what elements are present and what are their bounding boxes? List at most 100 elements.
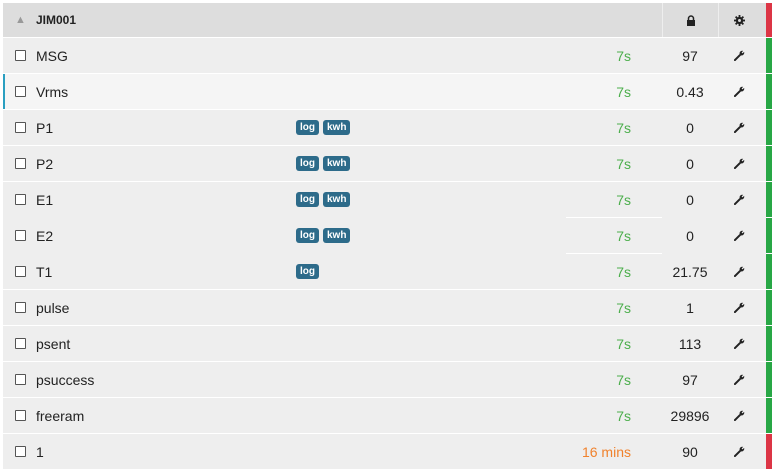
feed-status-indicator <box>766 146 772 181</box>
feed-name: 1 <box>36 443 44 460</box>
row-checkbox[interactable] <box>15 374 26 385</box>
badge-log[interactable]: log <box>296 156 319 171</box>
row-checkbox[interactable] <box>15 302 26 313</box>
row-checkbox[interactable] <box>15 86 26 97</box>
device-table: ▲ JIM001 MSG 7s 97 Vrms 7s 0.43 P1 log kw… <box>3 3 772 470</box>
chevron-up-icon: ▲ <box>15 14 26 26</box>
lock-icon <box>686 14 695 26</box>
feed-row[interactable]: MSG 7s 97 <box>3 38 772 74</box>
wrench-icon <box>733 338 745 349</box>
feed-name: psent <box>36 335 71 352</box>
feed-badges: log kwh <box>296 156 566 171</box>
feed-value: 97 <box>682 47 698 64</box>
edit-feed-button[interactable] <box>718 146 760 181</box>
edit-feed-button[interactable] <box>718 290 760 325</box>
feed-row[interactable]: P1 log kwh 7s 0 <box>3 110 772 146</box>
row-checkbox[interactable] <box>15 194 26 205</box>
feed-status-indicator <box>766 218 772 253</box>
feed-row[interactable]: T1 log 7s 21.75 <box>3 254 772 290</box>
feed-name: P2 <box>36 155 54 172</box>
collapse-button[interactable]: ▲ <box>3 14 36 26</box>
feed-updated: 7s <box>616 263 631 280</box>
feed-updated: 7s <box>616 335 631 352</box>
feed-updated: 7s <box>566 182 662 218</box>
feed-row[interactable]: E2 log kwh 7s 0 <box>3 218 772 254</box>
feed-name: P1 <box>36 119 54 136</box>
edit-feed-button[interactable] <box>718 218 760 253</box>
feed-status-indicator <box>766 398 772 433</box>
feed-row[interactable]: psent 7s 113 <box>3 326 772 362</box>
feed-row[interactable]: psuccess 7s 97 <box>3 362 772 398</box>
feed-updated: 16 mins <box>581 443 631 460</box>
feed-name: MSG <box>36 47 68 64</box>
row-checkbox[interactable] <box>15 338 26 349</box>
badge-log[interactable]: log <box>296 120 319 135</box>
feed-value: 0 <box>686 119 694 136</box>
feed-updated: 7s <box>616 155 631 172</box>
feed-status-indicator <box>766 362 772 397</box>
wrench-icon <box>733 86 745 97</box>
feed-name: Vrms <box>36 83 69 100</box>
wrench-icon <box>733 158 745 169</box>
edit-feed-button[interactable] <box>718 38 760 73</box>
edit-feed-button[interactable] <box>718 434 760 469</box>
row-checkbox[interactable] <box>15 122 26 133</box>
feed-status-indicator <box>766 38 772 73</box>
feed-updated: 7s <box>616 47 631 64</box>
feed-value: 0 <box>686 155 694 172</box>
device-header[interactable]: ▲ JIM001 <box>3 3 772 38</box>
badge-log[interactable]: log <box>296 264 319 279</box>
feed-value: 113 <box>678 335 702 352</box>
edit-feed-button[interactable] <box>718 110 760 145</box>
edit-feed-button[interactable] <box>718 398 760 433</box>
feed-name: psuccess <box>36 371 95 388</box>
edit-feed-button[interactable] <box>718 74 760 109</box>
feed-row[interactable]: P2 log kwh 7s 0 <box>3 146 772 182</box>
edit-feed-button[interactable] <box>718 326 760 361</box>
feed-status-indicator <box>766 74 772 109</box>
feed-updated: 7s <box>616 407 631 424</box>
wrench-icon <box>733 374 745 385</box>
row-checkbox[interactable] <box>15 230 26 241</box>
lock-column <box>662 3 718 37</box>
feed-value: 90 <box>682 443 698 460</box>
badge-kwh[interactable]: kwh <box>323 192 351 207</box>
row-checkbox[interactable] <box>15 50 26 61</box>
settings-column <box>718 3 760 37</box>
feed-row[interactable]: Vrms 7s 0.43 <box>3 74 772 110</box>
wrench-icon <box>733 194 745 205</box>
feed-status-indicator <box>766 110 772 145</box>
feed-updated: 7s <box>616 83 631 100</box>
feed-badges: log kwh <box>296 120 566 135</box>
badge-kwh[interactable]: kwh <box>323 228 351 243</box>
badge-kwh[interactable]: kwh <box>323 156 351 171</box>
feed-status-indicator <box>766 182 772 217</box>
feed-value: 21.75 <box>672 263 708 280</box>
row-checkbox[interactable] <box>15 158 26 169</box>
feed-row[interactable]: E1 log kwh 7s 0 <box>3 182 772 218</box>
feed-value: 0.43 <box>676 83 704 100</box>
feed-name: freeram <box>36 407 85 424</box>
edit-feed-button[interactable] <box>718 254 760 289</box>
edit-feed-button[interactable] <box>718 182 760 217</box>
feed-row[interactable]: freeram 7s 29896 <box>3 398 772 434</box>
edit-feed-button[interactable] <box>718 362 760 397</box>
feed-value: 1 <box>686 299 694 316</box>
row-checkbox[interactable] <box>15 266 26 277</box>
wrench-icon <box>733 50 745 61</box>
feed-updated: 7s <box>566 218 662 254</box>
badge-log[interactable]: log <box>296 192 319 207</box>
feed-row[interactable]: 1 16 mins 90 <box>3 434 772 470</box>
row-checkbox[interactable] <box>15 446 26 457</box>
feed-updated: 7s <box>616 299 631 316</box>
row-checkbox[interactable] <box>15 410 26 421</box>
feed-value: 97 <box>682 371 698 388</box>
feed-row[interactable]: pulse 7s 1 <box>3 290 772 326</box>
feed-badges: log kwh <box>296 228 566 243</box>
feed-name: E1 <box>36 191 54 208</box>
feed-badges: log kwh <box>296 192 566 207</box>
feed-status-indicator <box>766 290 772 325</box>
badge-kwh[interactable]: kwh <box>323 120 351 135</box>
badge-log[interactable]: log <box>296 228 319 243</box>
feed-name: T1 <box>36 263 53 280</box>
